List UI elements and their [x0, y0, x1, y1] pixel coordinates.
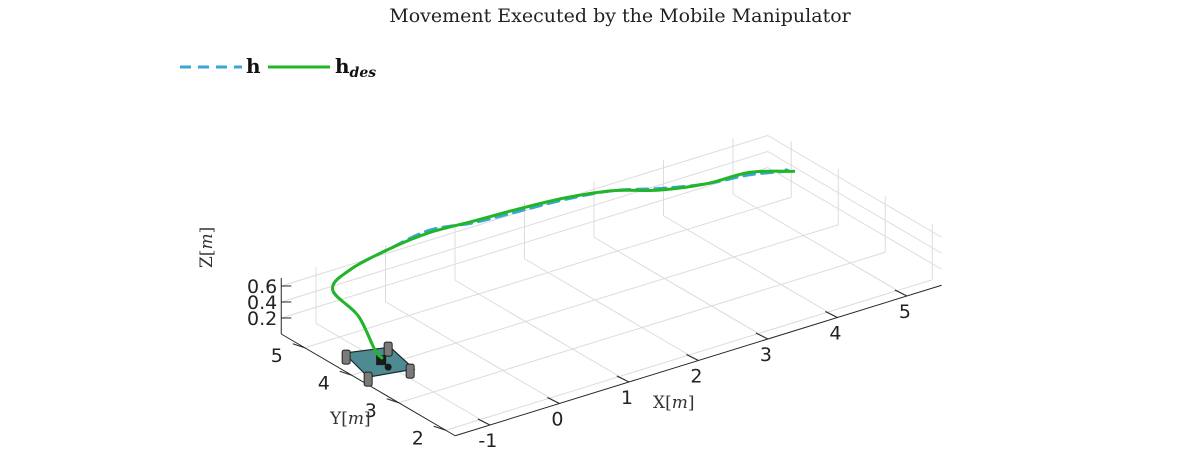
x-tick-mark: [755, 332, 769, 340]
x-tick-mark: [894, 289, 908, 297]
grid-line: [385, 301, 560, 404]
legend: h hdes: [180, 54, 376, 81]
y-tick-mark: [433, 425, 446, 431]
grid-line: [593, 236, 769, 340]
grid-line: [732, 193, 908, 297]
y-axis-label-symbol: Y: [329, 409, 342, 429]
robot-wheel: [341, 349, 351, 365]
x-tick-mark: [825, 311, 838, 318]
x-tick-label: 3: [760, 344, 772, 366]
grid-line: [454, 279, 630, 383]
x-axis-label: X[m]: [653, 393, 695, 413]
robot-wheel: [363, 371, 373, 387]
svg-text:Z[m]: Z[m]: [197, 227, 217, 268]
x-axis-label-unit: m: [672, 393, 688, 413]
y-tick-mark: [292, 343, 305, 349]
z-tick-label: 0.2: [247, 308, 277, 330]
y-tick-label: 2: [412, 427, 424, 449]
y-tick-label: 5: [271, 345, 283, 367]
grid: [281, 135, 942, 431]
mobile-manipulator-robot: [341, 341, 416, 387]
chart-title: Movement Executed by the Mobile Manipula…: [389, 5, 851, 27]
x-tick-mark: [547, 397, 560, 404]
grid-line: [524, 258, 699, 361]
grid-line: [281, 151, 768, 303]
legend-label-hdes: hdes: [335, 54, 376, 81]
x-tick-mark: [477, 418, 491, 426]
z-axis-label-symbol: Z: [197, 256, 217, 268]
y-tick-mark: [339, 370, 352, 376]
grid-line: [767, 135, 942, 238]
z-tick-label: 0.4: [247, 292, 277, 314]
x-tick-label: 0: [551, 409, 563, 431]
x-tick-label: -1: [478, 430, 497, 450]
x-tick-label: 5: [899, 301, 911, 323]
legend-label-hdes-symbol: h: [335, 54, 350, 78]
legend-label-h: h: [246, 54, 261, 78]
z-axis-label-unit: m: [197, 233, 217, 249]
legend-label-hdes-subscript: des: [350, 65, 377, 81]
tick-labels: -1 0 1 2 3 4 5 2 3 4 5 0.20.40.6: [247, 276, 911, 450]
grid-line: [315, 322, 491, 426]
x-axis-label-symbol: X: [653, 393, 666, 413]
x-tick-label: 2: [690, 366, 702, 388]
grid-line: [281, 167, 768, 319]
svg-text:Y[m]: Y[m]: [329, 409, 371, 429]
robot-wheel: [405, 363, 415, 379]
x-tick-label: 4: [829, 323, 841, 345]
x-tick-mark: [616, 375, 630, 383]
grid-line: [767, 167, 942, 270]
x-tick-mark: [686, 354, 699, 361]
y-tick-label: 4: [318, 372, 330, 394]
grid-line: [351, 224, 839, 376]
y-tick-mark: [386, 398, 399, 404]
series: [331, 167, 796, 360]
grid-line: [445, 279, 933, 431]
robot-arm-joint: [384, 363, 392, 371]
series-line-hdes: [331, 169, 796, 360]
grid-line: [663, 215, 838, 318]
svg-text:X[m]: X[m]: [653, 393, 695, 413]
grid-line: [398, 251, 886, 404]
z-tick-label: 0.6: [247, 276, 277, 298]
y-axis-label-unit: m: [348, 409, 364, 429]
grid-line: [767, 151, 942, 254]
robot-wheel: [383, 341, 393, 357]
robot-arm-base: [376, 355, 387, 366]
y-axis-label: Y[m]: [329, 409, 371, 429]
y-tick-label: 3: [365, 400, 377, 422]
grid-line: [304, 196, 792, 349]
series-line-h: [331, 167, 790, 360]
x-tick-label: 1: [621, 387, 633, 409]
z-axis-label: Z[m]: [197, 227, 217, 268]
